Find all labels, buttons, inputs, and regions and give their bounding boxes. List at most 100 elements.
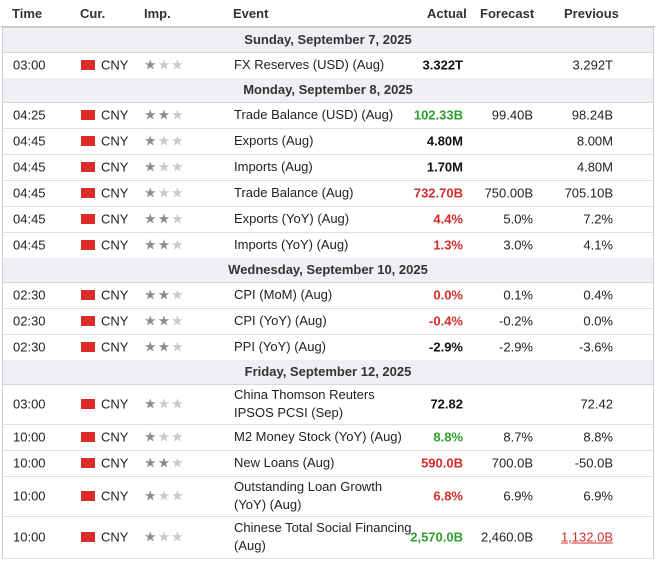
event-time: 04:45 bbox=[13, 159, 46, 175]
event-previous: 4.1% bbox=[583, 237, 613, 253]
event-row[interactable]: 04:45 CNY ★★★ Imports (Aug) 1.70M 4.80M bbox=[3, 154, 653, 181]
table-header: Time Cur. Imp. Event Actual Forecast Pre… bbox=[0, 0, 656, 27]
event-row[interactable]: 04:25 CNY ★★★ Trade Balance (USD) (Aug) 102.… bbox=[3, 102, 653, 129]
importance-stars: ★★★ bbox=[144, 396, 185, 413]
importance-stars: ★★★ bbox=[144, 211, 185, 228]
date-group-header: Wednesday, September 10, 2025 bbox=[3, 258, 653, 283]
china-flag-icon bbox=[81, 316, 95, 326]
event-name[interactable]: CPI (YoY) (Aug) bbox=[234, 313, 327, 328]
event-previous: 6.9% bbox=[583, 488, 613, 504]
event-row[interactable]: 04:45 CNY ★★★ Exports (Aug) 4.80M 8.00M bbox=[3, 128, 653, 155]
china-flag-icon bbox=[81, 342, 95, 352]
event-name[interactable]: New Loans (Aug) bbox=[234, 455, 335, 470]
event-time: 04:45 bbox=[13, 133, 46, 149]
event-previous: 98.24B bbox=[571, 107, 613, 123]
event-name[interactable]: M2 Money Stock (YoY) (Aug) bbox=[234, 429, 402, 444]
event-actual: -0.4% bbox=[429, 313, 463, 329]
china-flag-icon bbox=[81, 290, 95, 300]
event-name[interactable]: CPI (MoM) (Aug) bbox=[234, 287, 333, 302]
event-row[interactable]: 02:30 CNY ★★★ PPI (YoY) (Aug) -2.9% -2.9% -3.6… bbox=[3, 334, 653, 361]
event-currency: CNY bbox=[101, 185, 129, 201]
event-row[interactable]: 03:00 CNY ★★★ China Thomson Reuters IPSOS P… bbox=[3, 384, 653, 425]
event-name[interactable]: Exports (YoY) (Aug) bbox=[234, 211, 350, 226]
event-name[interactable]: Trade Balance (Aug) bbox=[234, 185, 354, 200]
event-currency: CNY bbox=[101, 133, 129, 149]
event-currency: CNY bbox=[101, 287, 129, 303]
event-row[interactable]: 10:00 CNY ★★★ Outstanding Loan Growth (YoY)… bbox=[3, 476, 653, 517]
event-actual: 732.70B bbox=[413, 185, 463, 201]
star-icon: ★ bbox=[144, 428, 158, 445]
header-forecast[interactable]: Forecast bbox=[480, 6, 535, 21]
event-time: 10:00 bbox=[13, 429, 46, 445]
star-icon: ★ bbox=[157, 338, 172, 355]
event-previous: 0.4% bbox=[583, 287, 613, 303]
event-previous: 0.0% bbox=[583, 313, 613, 329]
event-actual: 4.4% bbox=[433, 211, 463, 227]
star-icon: ★ bbox=[144, 56, 158, 73]
star-icon: ★ bbox=[157, 184, 172, 201]
event-row[interactable]: 10:00 CNY ★★★ Chinese Total Social Financin… bbox=[3, 516, 653, 559]
event-previous: 8.00M bbox=[576, 133, 613, 149]
event-name[interactable]: Chinese Total Social Financing (Aug) bbox=[234, 520, 412, 553]
star-icon: ★ bbox=[157, 428, 172, 445]
event-name[interactable]: Outstanding Loan Growth (YoY) (Aug) bbox=[234, 479, 383, 512]
event-currency: CNY bbox=[101, 57, 129, 73]
star-icon: ★ bbox=[157, 106, 172, 123]
event-currency: CNY bbox=[101, 159, 129, 175]
star-icon: ★ bbox=[171, 395, 185, 412]
event-currency: CNY bbox=[101, 107, 129, 123]
header-previous[interactable]: Previous bbox=[564, 6, 619, 21]
event-forecast: -0.2% bbox=[499, 313, 533, 329]
event-row[interactable]: 04:45 CNY ★★★ Exports (YoY) (Aug) 4.4% 5.0% 7.… bbox=[3, 206, 653, 233]
event-time: 10:00 bbox=[13, 455, 46, 471]
star-icon: ★ bbox=[157, 286, 172, 303]
event-forecast: 3.0% bbox=[503, 237, 533, 253]
star-icon: ★ bbox=[171, 528, 185, 545]
event-row[interactable]: 02:30 CNY ★★★ CPI (YoY) (Aug) -0.4% -0.2% 0.0% bbox=[3, 308, 653, 335]
star-icon: ★ bbox=[171, 132, 185, 149]
header-currency[interactable]: Cur. bbox=[80, 6, 106, 21]
event-time: 10:00 bbox=[13, 529, 46, 545]
event-actual: 3.322T bbox=[422, 57, 463, 73]
event-previous: 72.42 bbox=[580, 396, 613, 412]
event-name[interactable]: Imports (YoY) (Aug) bbox=[234, 237, 349, 252]
event-time: 02:30 bbox=[13, 339, 46, 355]
date-group-header: Sunday, September 7, 2025 bbox=[3, 28, 653, 53]
header-event[interactable]: Event bbox=[233, 6, 269, 21]
china-flag-icon bbox=[81, 491, 95, 501]
event-row[interactable]: 02:30 CNY ★★★ CPI (MoM) (Aug) 0.0% 0.1% 0.4% bbox=[3, 282, 653, 309]
event-name[interactable]: Exports (Aug) bbox=[234, 133, 314, 148]
importance-stars: ★★★ bbox=[144, 185, 185, 202]
china-flag-icon bbox=[81, 136, 95, 146]
star-icon: ★ bbox=[157, 312, 172, 329]
star-icon: ★ bbox=[171, 210, 185, 227]
china-flag-icon bbox=[81, 214, 95, 224]
event-name[interactable]: FX Reserves (USD) (Aug) bbox=[234, 57, 385, 72]
event-row[interactable]: 04:45 CNY ★★★ Trade Balance (Aug) 732.70B 750… bbox=[3, 180, 653, 207]
event-name[interactable]: China Thomson Reuters IPSOS PCSI (Sep) bbox=[234, 387, 375, 420]
event-name[interactable]: PPI (YoY) (Aug) bbox=[234, 339, 327, 354]
star-icon: ★ bbox=[144, 487, 158, 504]
event-forecast: 8.7% bbox=[503, 429, 533, 445]
event-currency: CNY bbox=[101, 529, 129, 545]
star-icon: ★ bbox=[171, 184, 185, 201]
event-row[interactable]: 10:00 CNY ★★★ New Loans (Aug) 590.0B 700.0B -5… bbox=[3, 450, 653, 477]
header-time[interactable]: Time bbox=[12, 6, 43, 21]
event-name[interactable]: Trade Balance (USD) (Aug) bbox=[234, 107, 394, 122]
date-group-header: Monday, September 8, 2025 bbox=[3, 78, 653, 103]
event-currency: CNY bbox=[101, 211, 129, 227]
event-previous: 7.2% bbox=[583, 211, 613, 227]
importance-stars: ★★★ bbox=[144, 313, 185, 330]
event-name[interactable]: Imports (Aug) bbox=[234, 159, 313, 174]
importance-stars: ★★★ bbox=[144, 237, 185, 254]
event-previous: -50.0B bbox=[574, 455, 613, 471]
event-row[interactable]: 03:00 CNY ★★★ FX Reserves (USD) (Aug) 3.322T… bbox=[3, 52, 653, 79]
event-row[interactable]: 04:45 CNY ★★★ Imports (YoY) (Aug) 1.3% 3.0% 4.… bbox=[3, 232, 653, 259]
event-previous: 8.8% bbox=[583, 429, 613, 445]
event-forecast: 99.40B bbox=[491, 107, 533, 123]
header-actual[interactable]: Actual bbox=[427, 6, 467, 21]
header-importance[interactable]: Imp. bbox=[144, 6, 171, 21]
star-icon: ★ bbox=[157, 56, 172, 73]
event-row[interactable]: 10:00 CNY ★★★ M2 Money Stock (YoY) (Aug) 8.8… bbox=[3, 424, 653, 451]
